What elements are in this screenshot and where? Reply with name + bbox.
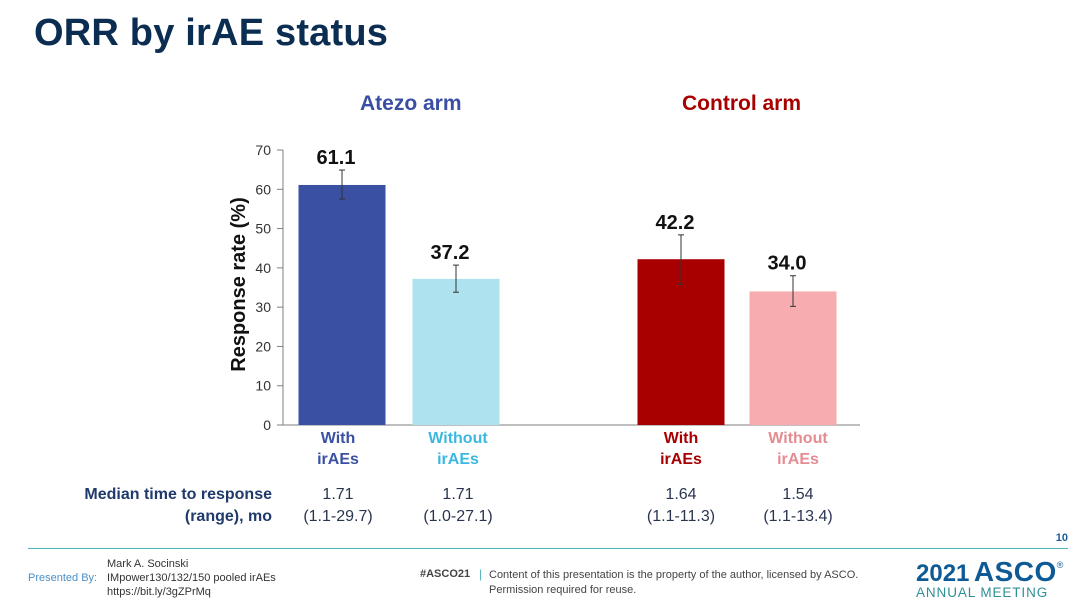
- bar-atezo-without: [412, 278, 500, 425]
- footer-separator: |: [479, 567, 483, 581]
- bar-control-with: [637, 259, 725, 425]
- logo-name: ASCO: [973, 556, 1057, 587]
- median-time-control-with: 1.64 (1.1-11.3): [646, 486, 716, 525]
- value-label-control-with: 42.2: [656, 212, 695, 234]
- category-label-atezo-with: With irAEs: [317, 430, 359, 468]
- presenter-study: IMpower130/132/150 pooled irAEs: [107, 572, 276, 584]
- y-tick-label: 30: [255, 299, 271, 315]
- slide-title: ORR by irAE status: [34, 12, 389, 54]
- atezo-arm-title: Atezo arm: [360, 92, 462, 115]
- y-axis-title: Response rate (%): [228, 197, 250, 372]
- asco-logo: 2021 ASCO® ANNUAL MEETING: [916, 556, 1063, 600]
- slide-number: 10: [1055, 532, 1068, 544]
- value-label-atezo-with: 61.1: [317, 147, 356, 169]
- presenter-link[interactable]: https://bit.ly/3gZPrMq: [107, 586, 211, 598]
- logo-registered-mark: ®: [1056, 560, 1064, 570]
- presenter-info: Mark A. Socinski IMpower130/132/150 pool…: [107, 557, 276, 599]
- y-tick-label: 0: [263, 417, 271, 433]
- hashtag: #ASCO21: [420, 568, 471, 580]
- bar-chart: 0 10 20 30 40 50 60 70 Response rate (%) 61.1 37.2…: [228, 142, 860, 433]
- presented-by-label: Presented By:: [28, 572, 98, 584]
- y-tick-label: 10: [255, 378, 271, 394]
- y-tick-label: 60: [255, 181, 271, 197]
- median-time-atezo-with: 1.71 (1.1-29.7): [303, 486, 373, 525]
- value-label-atezo-without: 37.2: [431, 242, 470, 264]
- logo-year: 2021: [916, 560, 970, 587]
- y-tick-label: 20: [255, 338, 271, 354]
- category-label-control-with: With irAEs: [660, 430, 702, 468]
- y-tick-label: 40: [255, 260, 271, 276]
- category-label-control-without: Without irAEs: [768, 430, 828, 468]
- footer-divider: [28, 548, 1068, 549]
- bar-atezo-with: [298, 184, 386, 425]
- value-label-control-without: 34.0: [768, 253, 807, 275]
- presenter-name: Mark A. Socinski: [107, 558, 189, 570]
- control-arm-title: Control arm: [682, 92, 802, 115]
- bar-control-without: [749, 291, 837, 425]
- y-tick-label: 50: [255, 221, 271, 237]
- logo-subtitle: ANNUAL MEETING: [916, 585, 1049, 600]
- median-time-atezo-without: 1.71 (1.0-27.1): [423, 486, 493, 525]
- median-time-label: Median time to response (range), mo: [84, 486, 272, 525]
- y-tick-label: 70: [255, 142, 271, 158]
- category-label-atezo-without: Without irAEs: [428, 430, 488, 468]
- copyright-notice: Content of this presentation is the prop…: [489, 569, 859, 596]
- median-time-control-without: 1.54 (1.1-13.4): [763, 486, 833, 525]
